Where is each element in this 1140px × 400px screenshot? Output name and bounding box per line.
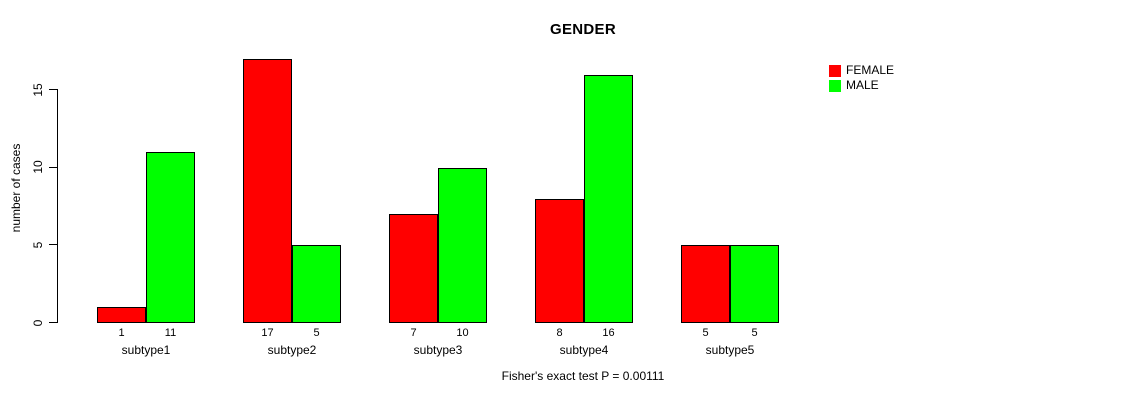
legend: FEMALE MALE xyxy=(829,63,894,93)
category-label-subtype3: subtype3 xyxy=(413,343,463,357)
bar-male-subtype5 xyxy=(730,244,779,323)
category-label-subtype4: subtype4 xyxy=(559,343,609,357)
y-tick-label: 0 xyxy=(31,319,45,326)
bar-male-subtype1 xyxy=(146,151,195,323)
bar-female-subtype1 xyxy=(97,306,146,323)
bar-female-subtype2 xyxy=(243,58,292,323)
legend-swatch-male xyxy=(829,79,841,92)
category-label-subtype2: subtype2 xyxy=(267,343,317,357)
bar-female-subtype3 xyxy=(389,213,438,323)
bar-value-label: 8 xyxy=(556,327,563,339)
bar-value-label: 7 xyxy=(410,327,417,339)
y-tick-mark xyxy=(49,166,57,168)
bar-value-label: 17 xyxy=(261,327,274,339)
y-tick-mark xyxy=(49,322,57,323)
legend-label-male: MALE xyxy=(846,78,879,92)
y-tick-mark xyxy=(49,89,57,91)
y-tick-label: 5 xyxy=(31,241,45,249)
chart-title: GENDER xyxy=(550,21,616,38)
bar-female-subtype5 xyxy=(681,244,730,323)
bar-value-label: 10 xyxy=(456,327,469,339)
bar-value-label: 5 xyxy=(702,327,709,339)
legend-row-female: FEMALE xyxy=(829,63,894,78)
bar-female-subtype4 xyxy=(535,198,584,323)
category-label-subtype1: subtype1 xyxy=(121,343,171,357)
bar-value-label: 11 xyxy=(164,327,177,339)
bar-male-subtype3 xyxy=(438,167,487,323)
bar-value-label: 5 xyxy=(313,327,320,339)
fisher-test-caption: Fisher's exact test P = 0.00111 xyxy=(501,369,665,383)
y-tick-label: 15 xyxy=(31,82,45,97)
y-axis-line xyxy=(57,89,58,323)
category-label-subtype5: subtype5 xyxy=(705,343,755,357)
legend-label-female: FEMALE xyxy=(846,63,895,77)
bar-male-subtype4 xyxy=(584,74,633,323)
bar-value-label: 1 xyxy=(118,327,125,339)
y-axis-title: number of cases xyxy=(9,143,23,233)
bar-value-label: 5 xyxy=(751,327,758,339)
y-tick-mark xyxy=(49,244,57,246)
legend-swatch-female xyxy=(829,64,841,77)
bar-male-subtype2 xyxy=(292,244,341,323)
y-tick-label: 10 xyxy=(31,160,45,174)
bar-value-label: 16 xyxy=(602,327,615,339)
legend-row-male: MALE xyxy=(829,78,894,93)
